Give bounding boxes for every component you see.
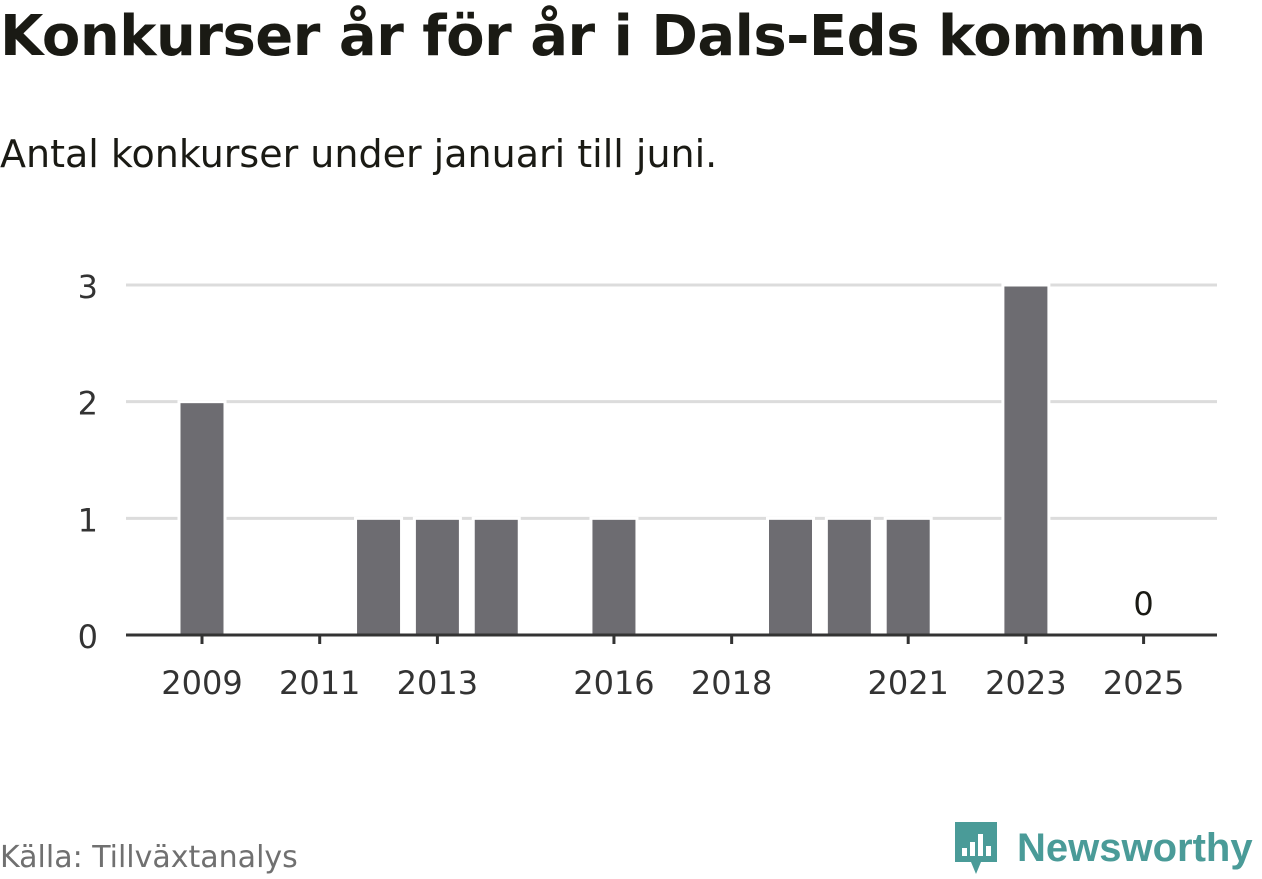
- x-tick-label: 2021: [867, 664, 948, 702]
- data-label: 0: [1133, 585, 1153, 623]
- y-tick-label: 1: [78, 501, 98, 539]
- y-tick-label: 2: [78, 385, 98, 423]
- x-tick-label: 2025: [1103, 664, 1184, 702]
- bar: [766, 516, 815, 637]
- bar: [412, 516, 462, 637]
- bar: [824, 516, 874, 637]
- chart-subtitle: Antal konkurser under januari till juni.: [0, 132, 718, 176]
- y-tick-label: 3: [78, 268, 98, 306]
- bar: [471, 516, 521, 637]
- bar: [589, 516, 639, 637]
- chart-title: Konkurser år för år i Dals-Eds kommun: [0, 4, 1206, 69]
- x-tick-label: 2018: [691, 664, 772, 702]
- newsworthy-chart-icon: [955, 822, 997, 874]
- x-tick-label: 2013: [397, 664, 478, 702]
- source-note: Källa: Tillväxtanalys: [0, 840, 298, 875]
- x-tick-label: 2016: [573, 664, 654, 702]
- bar: [354, 516, 404, 637]
- bar: [177, 400, 227, 637]
- x-tick-label: 2011: [279, 664, 360, 702]
- x-tick-label: 2023: [985, 664, 1066, 702]
- bar-chart: 0 1 2 3 2009 2011 2013 2016 2018 2021 2023 2025 0: [78, 268, 1217, 702]
- newsworthy-logo: Newsworthy: [951, 818, 1253, 878]
- brand-name: Newsworthy: [1017, 825, 1253, 870]
- x-tick-label: 2009: [161, 664, 242, 702]
- bar: [1001, 283, 1051, 637]
- y-tick-label: 0: [78, 618, 98, 656]
- bar: [883, 516, 933, 637]
